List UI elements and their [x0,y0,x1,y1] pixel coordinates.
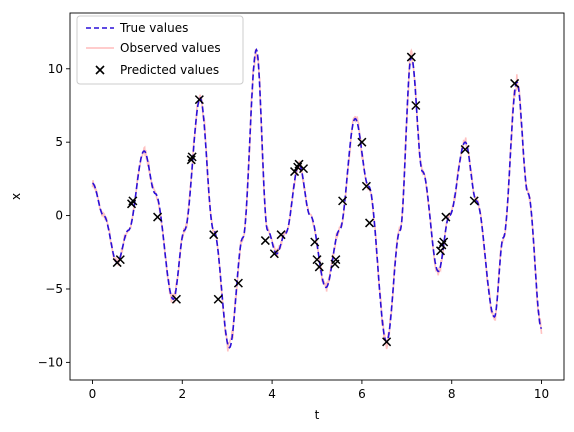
predicted-point [469,196,479,206]
predicted-point [357,137,367,147]
predicted-point [153,212,163,222]
predicted-point [290,167,300,177]
predicted-point [361,181,371,191]
plot-frame [69,12,565,381]
true-line [92,48,543,349]
predicted-point [233,278,243,288]
y-tick-label: −5 [45,282,63,296]
predicted-point [310,237,320,247]
predicted-point [441,212,451,222]
legend-predicted-label: Predicted values [120,63,219,77]
legend-true-label: True values [119,21,188,35]
legend-box [76,15,244,85]
predicted-point [128,196,138,206]
predicted-point [115,255,125,265]
predicted-point [298,164,309,174]
predicted-point [331,255,341,265]
true-series [92,48,543,349]
predicted-point [382,337,392,347]
predicted-point [213,294,223,304]
x-tick-label: 6 [358,387,366,401]
y-tick-label: 5 [55,135,63,149]
predicted-point [314,262,324,272]
x-tick-label: 2 [178,387,186,401]
predicted-point [187,152,197,162]
y-axis: −10 −5 0 5 10 [38,62,70,369]
predicted-point [276,230,286,240]
x-tick-label: 10 [534,387,549,401]
predicted-point [460,144,470,155]
x-axis-label: t [315,408,320,422]
predicted-point [194,95,204,105]
predicted-point [260,236,270,246]
x-tick-label: 4 [268,387,276,401]
y-tick-label: −10 [38,355,63,369]
predicted-point [406,52,416,62]
predicted-point [269,249,279,259]
predicted-point [171,294,181,304]
x-tick-label: 0 [89,387,97,401]
predicted-point [411,100,421,111]
predicted-point [312,255,322,265]
x-tick-label: 8 [448,387,456,401]
predicted-point [510,78,520,88]
y-tick-label: 0 [55,209,63,223]
y-axis-label: x [9,193,23,200]
predicted-point [439,237,449,247]
x-axis: 0 2 4 6 8 10 [89,380,549,401]
y-tick-label: 10 [48,62,63,76]
predicted-point [209,230,219,240]
predicted-series [112,52,520,347]
predicted-point [186,155,196,165]
legend-observed-label: Observed values [120,41,221,55]
legend-predicted-swatch [95,65,105,75]
predicted-point [365,218,375,228]
predicted-point [338,196,348,206]
legend: True values Observed values Predicted va… [76,15,244,85]
